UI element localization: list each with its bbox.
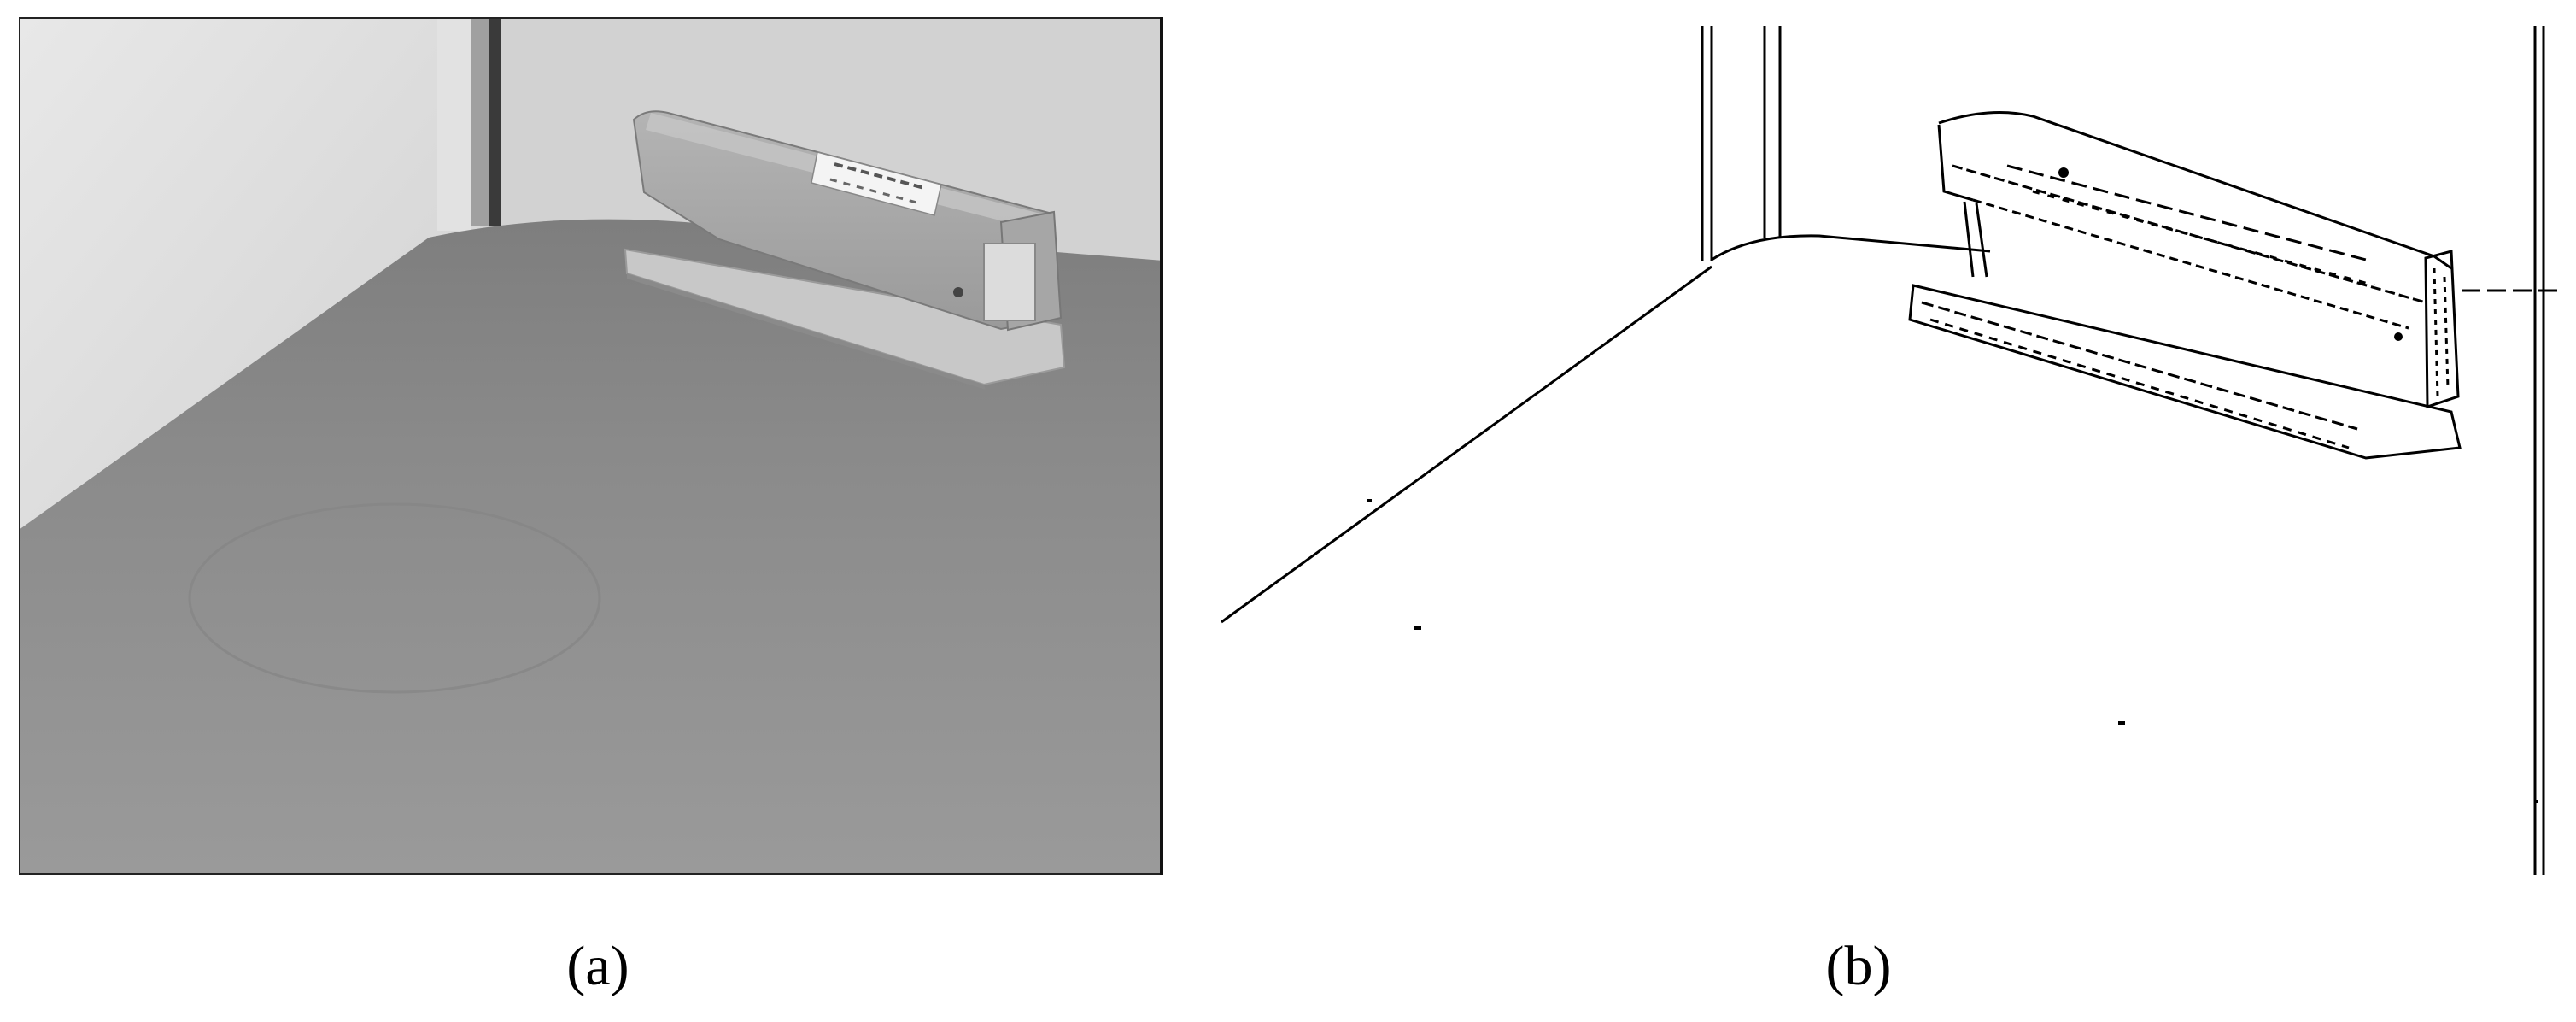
stapler-edge-map bbox=[1221, 21, 2564, 878]
panel-a-caption: (a) bbox=[566, 935, 629, 997]
edge-map-panel-b bbox=[1221, 21, 2564, 878]
stapler-photo bbox=[19, 17, 1163, 875]
photo-panel-a bbox=[19, 17, 1163, 875]
panel-b-caption: (b) bbox=[1825, 935, 1892, 997]
